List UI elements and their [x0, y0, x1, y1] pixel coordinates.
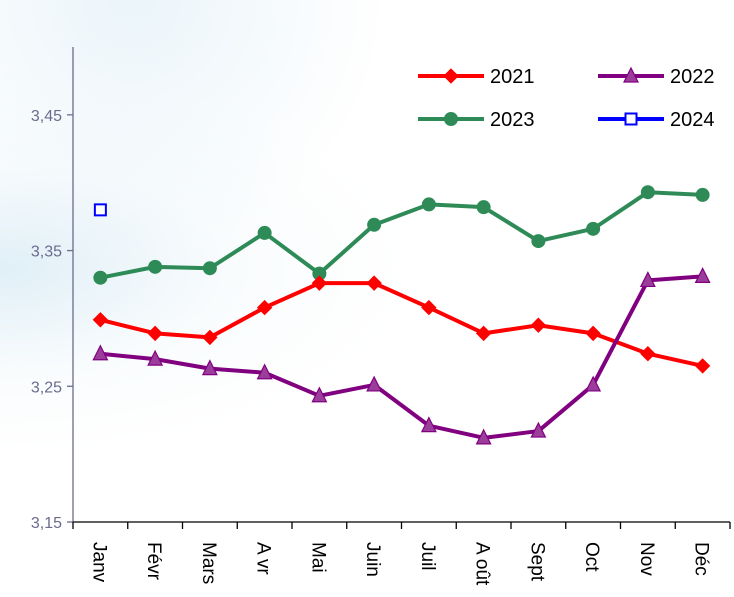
series-line-2022 [100, 274, 703, 440]
legend-label: 2021 [490, 66, 535, 88]
series-2024 [93, 203, 107, 217]
legend-label: 2023 [490, 109, 535, 131]
series-line-2021 [99, 281, 704, 368]
legend-marker [624, 112, 638, 126]
data-point-2022 [694, 267, 711, 283]
x-tick-label: Janv [88, 542, 109, 583]
series-2022 [92, 267, 711, 445]
legend-label: 2024 [670, 109, 715, 131]
x-tick-label: Nov [636, 542, 657, 576]
data-point-2022 [530, 421, 547, 438]
data-point-2021 [256, 299, 273, 316]
legend-item-2021: 2021 [418, 66, 535, 88]
data-point-2022 [475, 428, 492, 445]
data-point-2023 [367, 217, 382, 232]
data-point-2021 [475, 325, 492, 342]
data-point-2021 [421, 299, 437, 316]
series-line-2023 [99, 190, 703, 280]
data-point-2022 [639, 271, 656, 288]
data-point-2023 [257, 225, 272, 240]
y-tick-label: 3,15 [31, 515, 62, 532]
data-point-2023 [421, 197, 436, 212]
data-point-2021 [694, 358, 711, 374]
data-point-2023 [476, 200, 491, 215]
x-tick-label: Mai [307, 542, 328, 573]
x-tick-label: Déc [691, 542, 712, 576]
data-point-2023 [640, 185, 655, 200]
legend-item-2024: 2024 [598, 109, 715, 131]
legend: 2021 2022 2023 2024 [418, 66, 715, 131]
data-point-2021 [585, 325, 601, 342]
data-point-2021 [147, 325, 163, 342]
data-point-2023 [531, 234, 546, 249]
legend-item-2023: 2023 [418, 109, 535, 131]
legend-marker [443, 68, 459, 84]
y-tick-label: 3,45 [31, 108, 62, 125]
x-tick-label: Juin [362, 542, 383, 577]
legend-marker [623, 66, 639, 83]
x-tick-label: A vr [253, 542, 274, 575]
data-point-2022 [366, 375, 383, 392]
data-point-2023 [202, 261, 217, 276]
data-point-2023 [586, 221, 601, 236]
axes: 3,15 3,25 3,35 3,45 Janv Févr Mars A vr Mai Juin J… [31, 47, 731, 586]
data-point-2023 [93, 270, 108, 285]
data-point-2021 [92, 312, 109, 328]
data-point-2022 [420, 416, 437, 433]
x-tick-label: A oût [472, 542, 493, 586]
data-point-2021 [311, 275, 328, 291]
x-tick-label: Oct [581, 542, 602, 572]
series-layer [92, 185, 711, 445]
data-point-2021 [202, 329, 218, 346]
data-point-2021 [366, 275, 382, 291]
x-tick-label: Mars [198, 542, 219, 584]
data-point-2023 [695, 187, 710, 202]
x-tick-label: Févr [143, 542, 164, 581]
data-point-2022 [92, 344, 109, 361]
y-tick-label: 3,25 [31, 379, 62, 396]
x-tick-label: Sept [526, 542, 547, 582]
data-point-2023 [148, 259, 163, 274]
data-point-2022 [147, 349, 164, 366]
data-point-2024 [93, 203, 107, 217]
data-point-2021 [530, 317, 547, 333]
x-tick-label: Juil [417, 542, 438, 571]
legend-label: 2022 [670, 66, 715, 88]
data-point-2022 [311, 386, 328, 403]
series-2021 [92, 275, 711, 374]
data-point-2021 [640, 346, 656, 362]
series-2023 [93, 185, 710, 285]
legend-item-2022: 2022 [598, 66, 715, 88]
data-point-2022 [256, 363, 273, 380]
legend-marker [444, 112, 458, 126]
data-point-2022 [585, 375, 602, 392]
data-point-2022 [201, 359, 218, 376]
y-tick-label: 3,35 [31, 244, 62, 261]
